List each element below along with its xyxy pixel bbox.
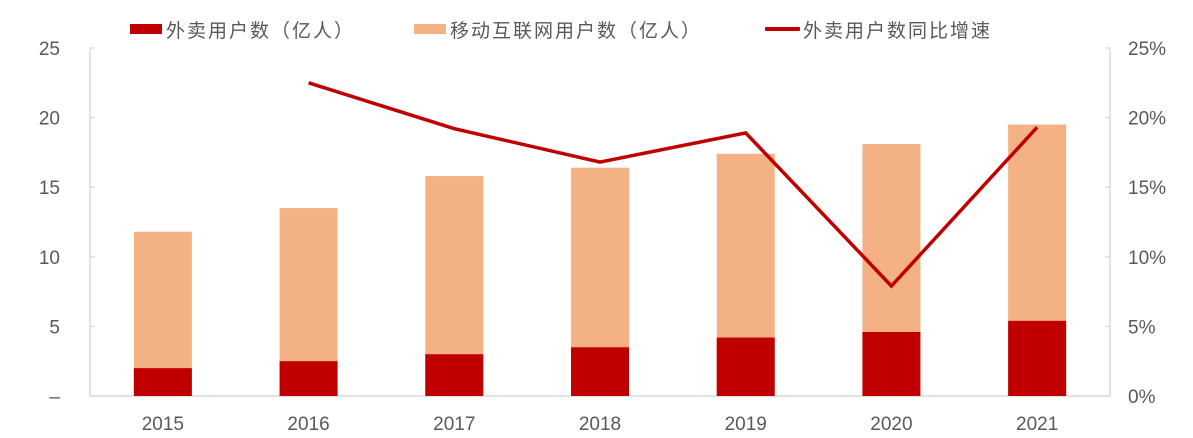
bar-takeout-users [571, 347, 629, 396]
legend-label-mobile-internet-users: 移动互联网用户数（亿人） [450, 19, 703, 42]
y2-axis-tick-label: 0% [1128, 387, 1156, 408]
legend-label-takeout-users: 外卖用户数（亿人） [166, 19, 356, 42]
line-path-takeout-growth [308, 81, 1039, 289]
x-axis-tick-label: 2015 [142, 414, 184, 435]
legend-swatch-mobile-internet-users [414, 24, 446, 34]
x-axis-tick-label: 2019 [725, 414, 767, 435]
y2-axis-tick-label: 15% [1128, 178, 1166, 199]
legend-item-takeout-growth: 外卖用户数同比增速 [765, 14, 992, 44]
y2-axis-tick-label: 10% [1128, 248, 1166, 269]
bar-takeout-users [425, 354, 484, 396]
legend-item-takeout-users: 外卖用户数（亿人） [130, 14, 355, 44]
line-takeout-growth [308, 81, 1039, 289]
bar-takeout-users [279, 361, 338, 396]
y-axis-tick-label: 5 [49, 317, 60, 338]
y-axis-tick-label: 15 [39, 178, 60, 199]
legend-swatch-takeout-users [130, 24, 162, 34]
legend-label-takeout-growth: 外卖用户数同比增速 [803, 19, 993, 42]
y2-axis-tick-label: 5% [1128, 317, 1156, 338]
y-axis-tick-label: 20 [39, 109, 60, 130]
bar-takeout-users [1008, 320, 1067, 396]
x-axis-tick-label: 2020 [870, 414, 912, 435]
y2-axis-tick-label: 25% [1128, 39, 1166, 60]
legend-swatch-takeout-growth [765, 27, 800, 31]
y-axis-tick-label: – [49, 387, 60, 408]
bar-takeout-users [133, 368, 192, 396]
y-axis-tick-label: 10 [39, 248, 60, 269]
bars-takeout-users [133, 320, 1067, 396]
x-axis-tick-label: 2016 [287, 414, 329, 435]
axis-labels: – 0% 5 5% 10 10% 15 15% 20 20% 25 25% 2015 2016 2017 20… [39, 39, 1166, 435]
bar-takeout-users [862, 331, 921, 396]
x-axis-tick-label: 2021 [1016, 414, 1058, 435]
legend-item-mobile-internet-users: 移动互联网用户数（亿人） [414, 14, 702, 44]
y-axis-tick-label: 25 [39, 39, 60, 60]
y2-axis-tick-label: 20% [1128, 109, 1166, 130]
x-axis-tick-label: 2017 [433, 414, 475, 435]
x-axis-tick-label: 2018 [579, 414, 621, 435]
bar-takeout-users [716, 337, 775, 396]
